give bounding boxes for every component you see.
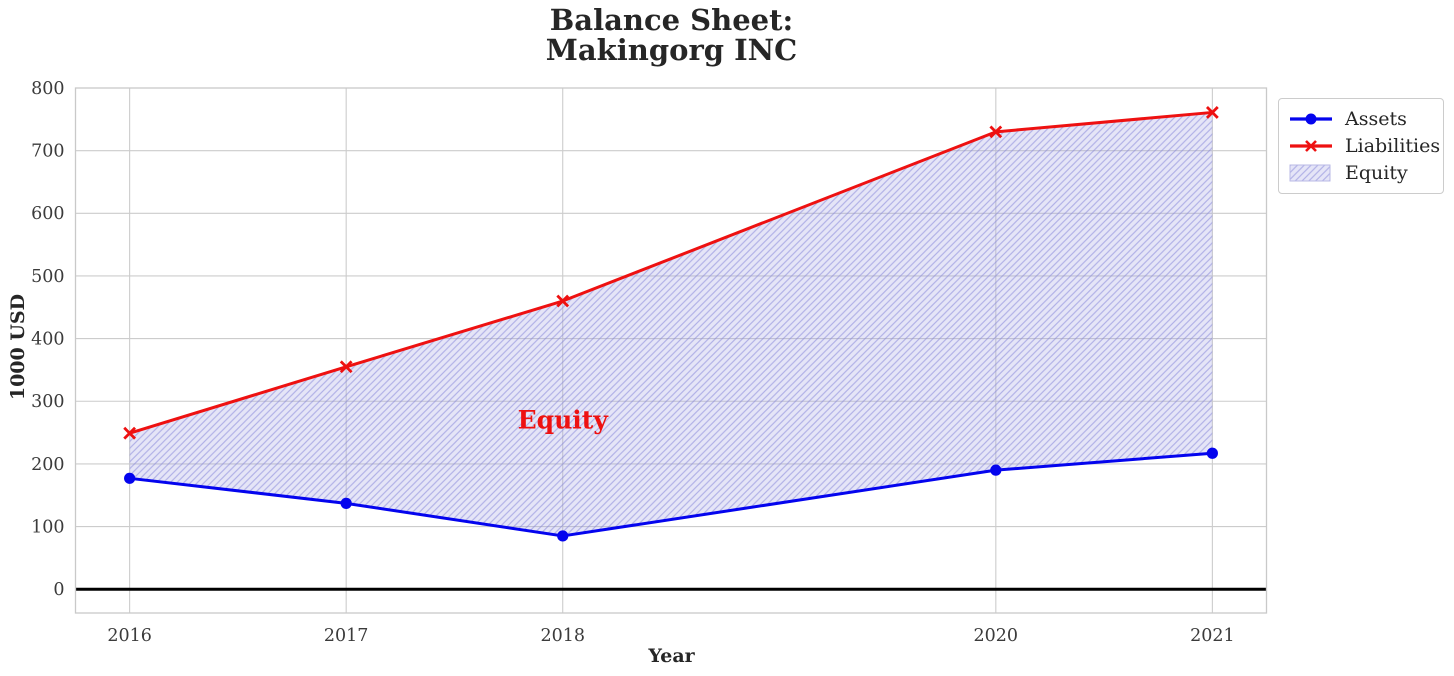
legend-label-assets: Assets — [1345, 107, 1407, 130]
chart-title: Balance Sheet: Makingorg INC — [0, 5, 1343, 65]
x-tick-label: 2018 — [540, 626, 585, 646]
liabilities-marker — [1205, 106, 1219, 119]
x-tick-label: 2020 — [974, 626, 1019, 646]
assets-line-icon — [1290, 113, 1332, 124]
y-axis-label: 1000 USD — [7, 293, 29, 401]
y-tick-label: 600 — [31, 204, 64, 224]
y-tick-label: 0 — [53, 580, 64, 600]
liabilities-marker — [989, 125, 1003, 139]
legend-label-liabilities: Liabilities — [1345, 134, 1441, 157]
x-axis-label: Year — [648, 645, 695, 667]
legend-item-equity: Equity — [1287, 159, 1433, 186]
y-tick-label: 500 — [31, 267, 64, 287]
y-tick-label: 100 — [31, 517, 64, 537]
legend-item-liabilities: Liabilities — [1287, 132, 1440, 159]
x-tick-label: 2017 — [324, 626, 369, 646]
x-tick-label: 2021 — [1190, 626, 1235, 646]
assets-marker — [1206, 447, 1218, 459]
legend-label-equity: Equity — [1345, 161, 1408, 184]
axes-border — [74, 87, 1268, 614]
liabilities-marker — [123, 426, 137, 440]
assets-marker — [557, 530, 569, 542]
equity-annotation: Equity — [517, 405, 608, 435]
liabilities-marker — [339, 360, 353, 374]
liabilities-line-icon — [1290, 139, 1332, 152]
assets-marker — [124, 472, 136, 484]
equity-swatch-icon — [1289, 164, 1331, 181]
equity-fill-area — [129, 112, 1213, 536]
legend-item-assets: Assets — [1287, 105, 1433, 132]
liabilities-marker — [556, 294, 570, 308]
y-tick-label: 800 — [31, 79, 64, 99]
legend: Assets Liabilities Equity — [1278, 98, 1444, 194]
chart-title-line1: Balance Sheet: — [549, 3, 794, 37]
y-tick-label: 200 — [31, 455, 64, 475]
y-tick-label: 700 — [31, 142, 64, 162]
y-tick-label: 400 — [31, 330, 64, 350]
y-tick-label: 300 — [31, 392, 64, 412]
assets-marker — [340, 497, 352, 509]
chart-title-line2: Makingorg INC — [545, 33, 798, 67]
x-tick-label: 2016 — [107, 626, 152, 646]
assets-marker — [990, 464, 1002, 476]
